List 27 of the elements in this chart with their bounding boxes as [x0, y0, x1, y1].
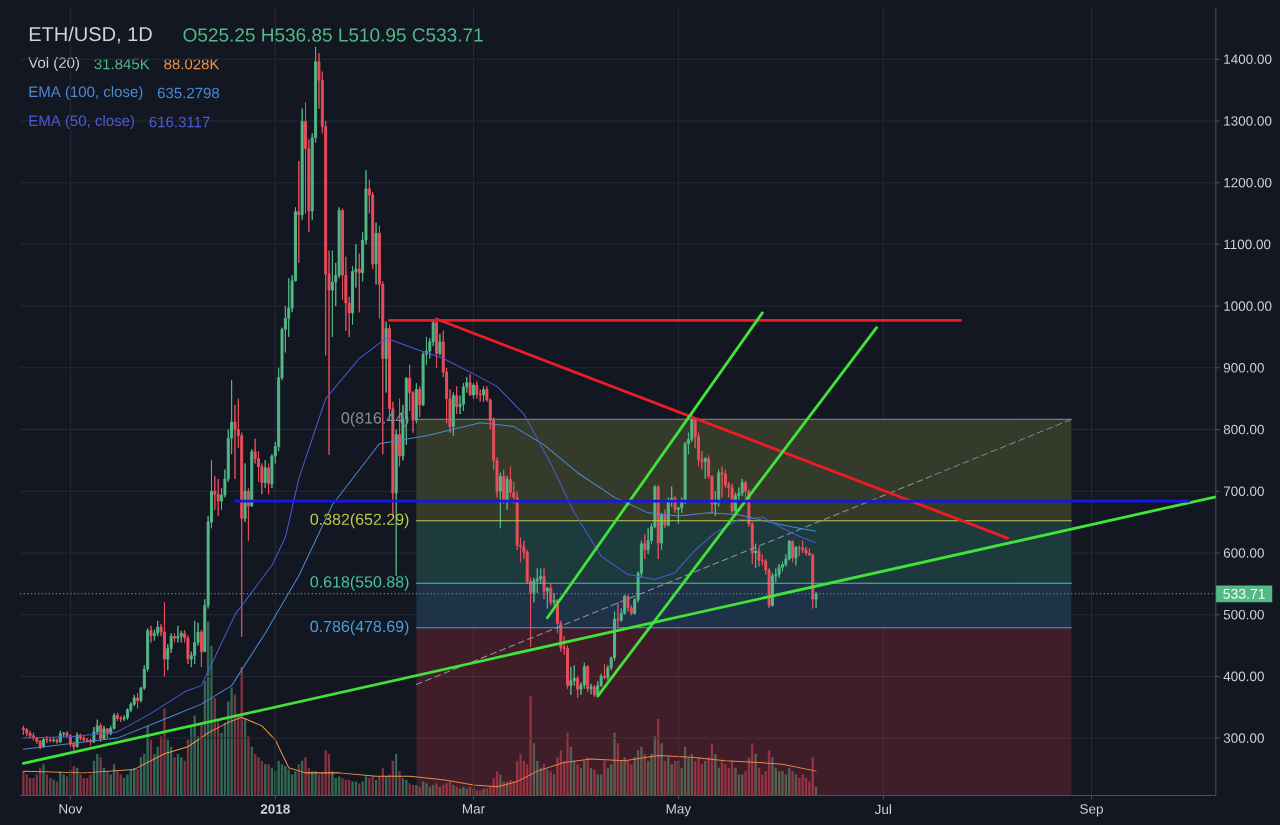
- ref-line-label: 533.71: [1223, 588, 1265, 599]
- annotation: 635.2798: [157, 87, 220, 99]
- y-tick-label: 1200.00: [1224, 177, 1272, 188]
- y-tick-label: 500.00: [1223, 609, 1264, 620]
- text: O525.25 H536.85 L510.95 C533.71: [183, 28, 483, 42]
- y-tick-label: 800.00: [1223, 424, 1264, 435]
- text: EMA (100, close): [29, 86, 143, 100]
- y-tick-label: 300.00: [1223, 733, 1264, 743]
- series-label: 0.786(478.69): [310, 620, 409, 636]
- y-tick-label: 900.00: [1223, 363, 1264, 373]
- y-tick-label: 600.00: [1223, 548, 1264, 558]
- y-tick-label: 1400.00: [1224, 54, 1272, 64]
- y-tick-label: 700.00: [1223, 486, 1264, 497]
- text: EMA (50, close): [29, 115, 135, 129]
- y-tick-label: 400.00: [1223, 671, 1264, 682]
- x-tick-label: Nov: [59, 804, 83, 814]
- y-tick-label: 1300.00: [1224, 116, 1272, 126]
- x-tick-label: Mar: [462, 804, 485, 814]
- x-tick-label: May: [666, 804, 692, 817]
- y-tick-label: 1100.00: [1224, 239, 1271, 250]
- annotation: 616.3117: [149, 116, 210, 128]
- y-tick-label: 1000.00: [1224, 301, 1272, 311]
- x-tick-label: Sep: [1080, 804, 1103, 817]
- series-label: 0.618(550.88): [310, 575, 409, 591]
- x-tick-label: 2018: [260, 804, 290, 814]
- x-tick-label: Jul: [874, 804, 891, 815]
- text: ETH/USD, 1D: [29, 26, 152, 44]
